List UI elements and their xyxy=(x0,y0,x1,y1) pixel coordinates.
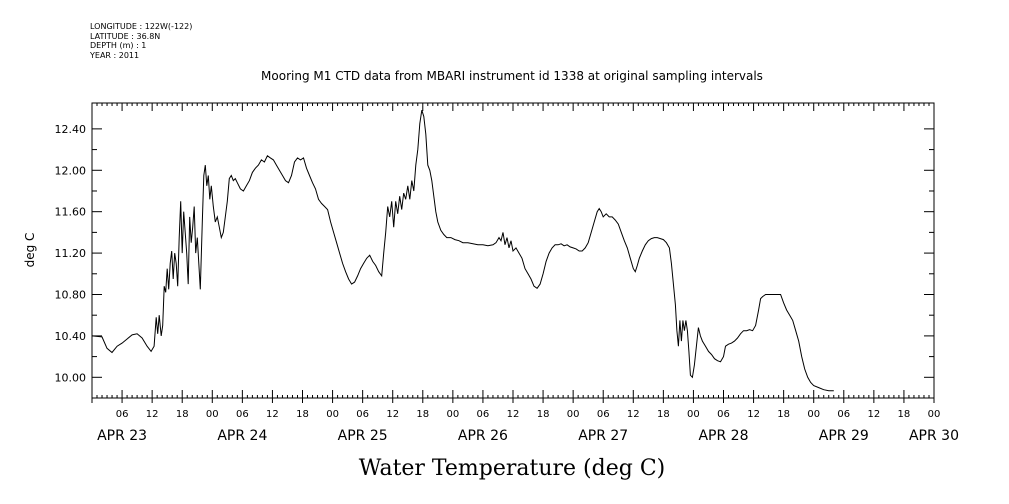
x-tick-hour-label: 06 xyxy=(717,409,730,420)
x-tick-day-label: APR 28 xyxy=(698,428,748,444)
x-tick-hour-label: 18 xyxy=(296,409,309,420)
x-tick-day-label: APR 30 xyxy=(909,428,959,444)
x-tick-hour-label: 12 xyxy=(747,409,760,420)
x-tick-hour-label: 00 xyxy=(928,409,941,420)
y-axis-label: deg C xyxy=(23,233,37,268)
x-tick-hour-label: 00 xyxy=(326,409,339,420)
y-tick-label: 10.00 xyxy=(55,371,87,384)
x-tick-hour-label: 18 xyxy=(898,409,911,420)
x-tick-hour-label: 00 xyxy=(687,409,700,420)
x-tick-day-label: APR 26 xyxy=(458,428,508,444)
y-tick-label: 12.00 xyxy=(55,164,87,177)
x-tick-hour-label: 00 xyxy=(446,409,459,420)
x-tick-hour-label: 06 xyxy=(356,409,369,420)
y-axis: 10.00 10.40 10.80 11.20 11.60 12.00 12.40 xyxy=(55,123,934,384)
y-tick-label: 11.60 xyxy=(55,206,87,219)
x-tick-day-label: APR 24 xyxy=(217,428,267,444)
x-tick-hour-label: 18 xyxy=(176,409,189,420)
x-tick-day-label: APR 23 xyxy=(97,428,147,444)
latitude-label: LATITUDE : 36.8N xyxy=(90,31,161,41)
x-tick-hour-label: 12 xyxy=(507,409,520,420)
x-tick-day-label: APR 27 xyxy=(578,428,628,444)
year-label: YEAR : 2011 xyxy=(90,50,140,60)
x-tick-hour-label: 06 xyxy=(236,409,249,420)
x-tick-hour-label: 06 xyxy=(837,409,850,420)
x-tick-hour-label: 12 xyxy=(386,409,399,420)
x-tick-hour-label: 18 xyxy=(777,409,790,420)
x-axis: 06 12 18 00 06 12 18 00 06 12 18 00 06 12 18 00 06 12 18 00… xyxy=(91,103,959,444)
x-tick-hour-label: 12 xyxy=(146,409,159,420)
x-tick-hour-label: 12 xyxy=(867,409,880,420)
depth-label: DEPTH (m) : 1 xyxy=(90,41,147,50)
x-tick-hour-label: 12 xyxy=(627,409,640,420)
x-tick-hour-label: 06 xyxy=(597,409,610,420)
x-tick-hour-label: 18 xyxy=(657,409,670,420)
water-temperature-series xyxy=(91,110,834,392)
x-tick-hour-label: 12 xyxy=(266,409,279,420)
longitude-label: LONGITUDE : 122W(-122) xyxy=(90,22,193,31)
y-tick-label: 12.40 xyxy=(55,123,87,136)
y-tick-label: 11.20 xyxy=(55,247,87,260)
x-tick-hour-label: 18 xyxy=(416,409,429,420)
x-tick-hour-label: 00 xyxy=(807,409,820,420)
x-axis-label: Water Temperature (deg C) xyxy=(359,456,666,481)
x-tick-hour-label: 00 xyxy=(567,409,580,420)
x-tick-hour-label: 18 xyxy=(537,409,550,420)
x-tick-day-label: APR 29 xyxy=(819,428,869,444)
x-tick-hour-label: 00 xyxy=(206,409,219,420)
x-tick-hour-label: 06 xyxy=(477,409,490,420)
y-tick-label: 10.40 xyxy=(55,330,87,343)
metadata-block: LONGITUDE : 122W(-122) LATITUDE : 36.8N … xyxy=(90,22,192,60)
x-tick-day-label: APR 25 xyxy=(338,428,388,444)
chart-title: Mooring M1 CTD data from MBARI instrumen… xyxy=(261,69,763,83)
x-tick-hour-label: 06 xyxy=(116,409,129,420)
y-tick-label: 10.80 xyxy=(55,288,87,301)
